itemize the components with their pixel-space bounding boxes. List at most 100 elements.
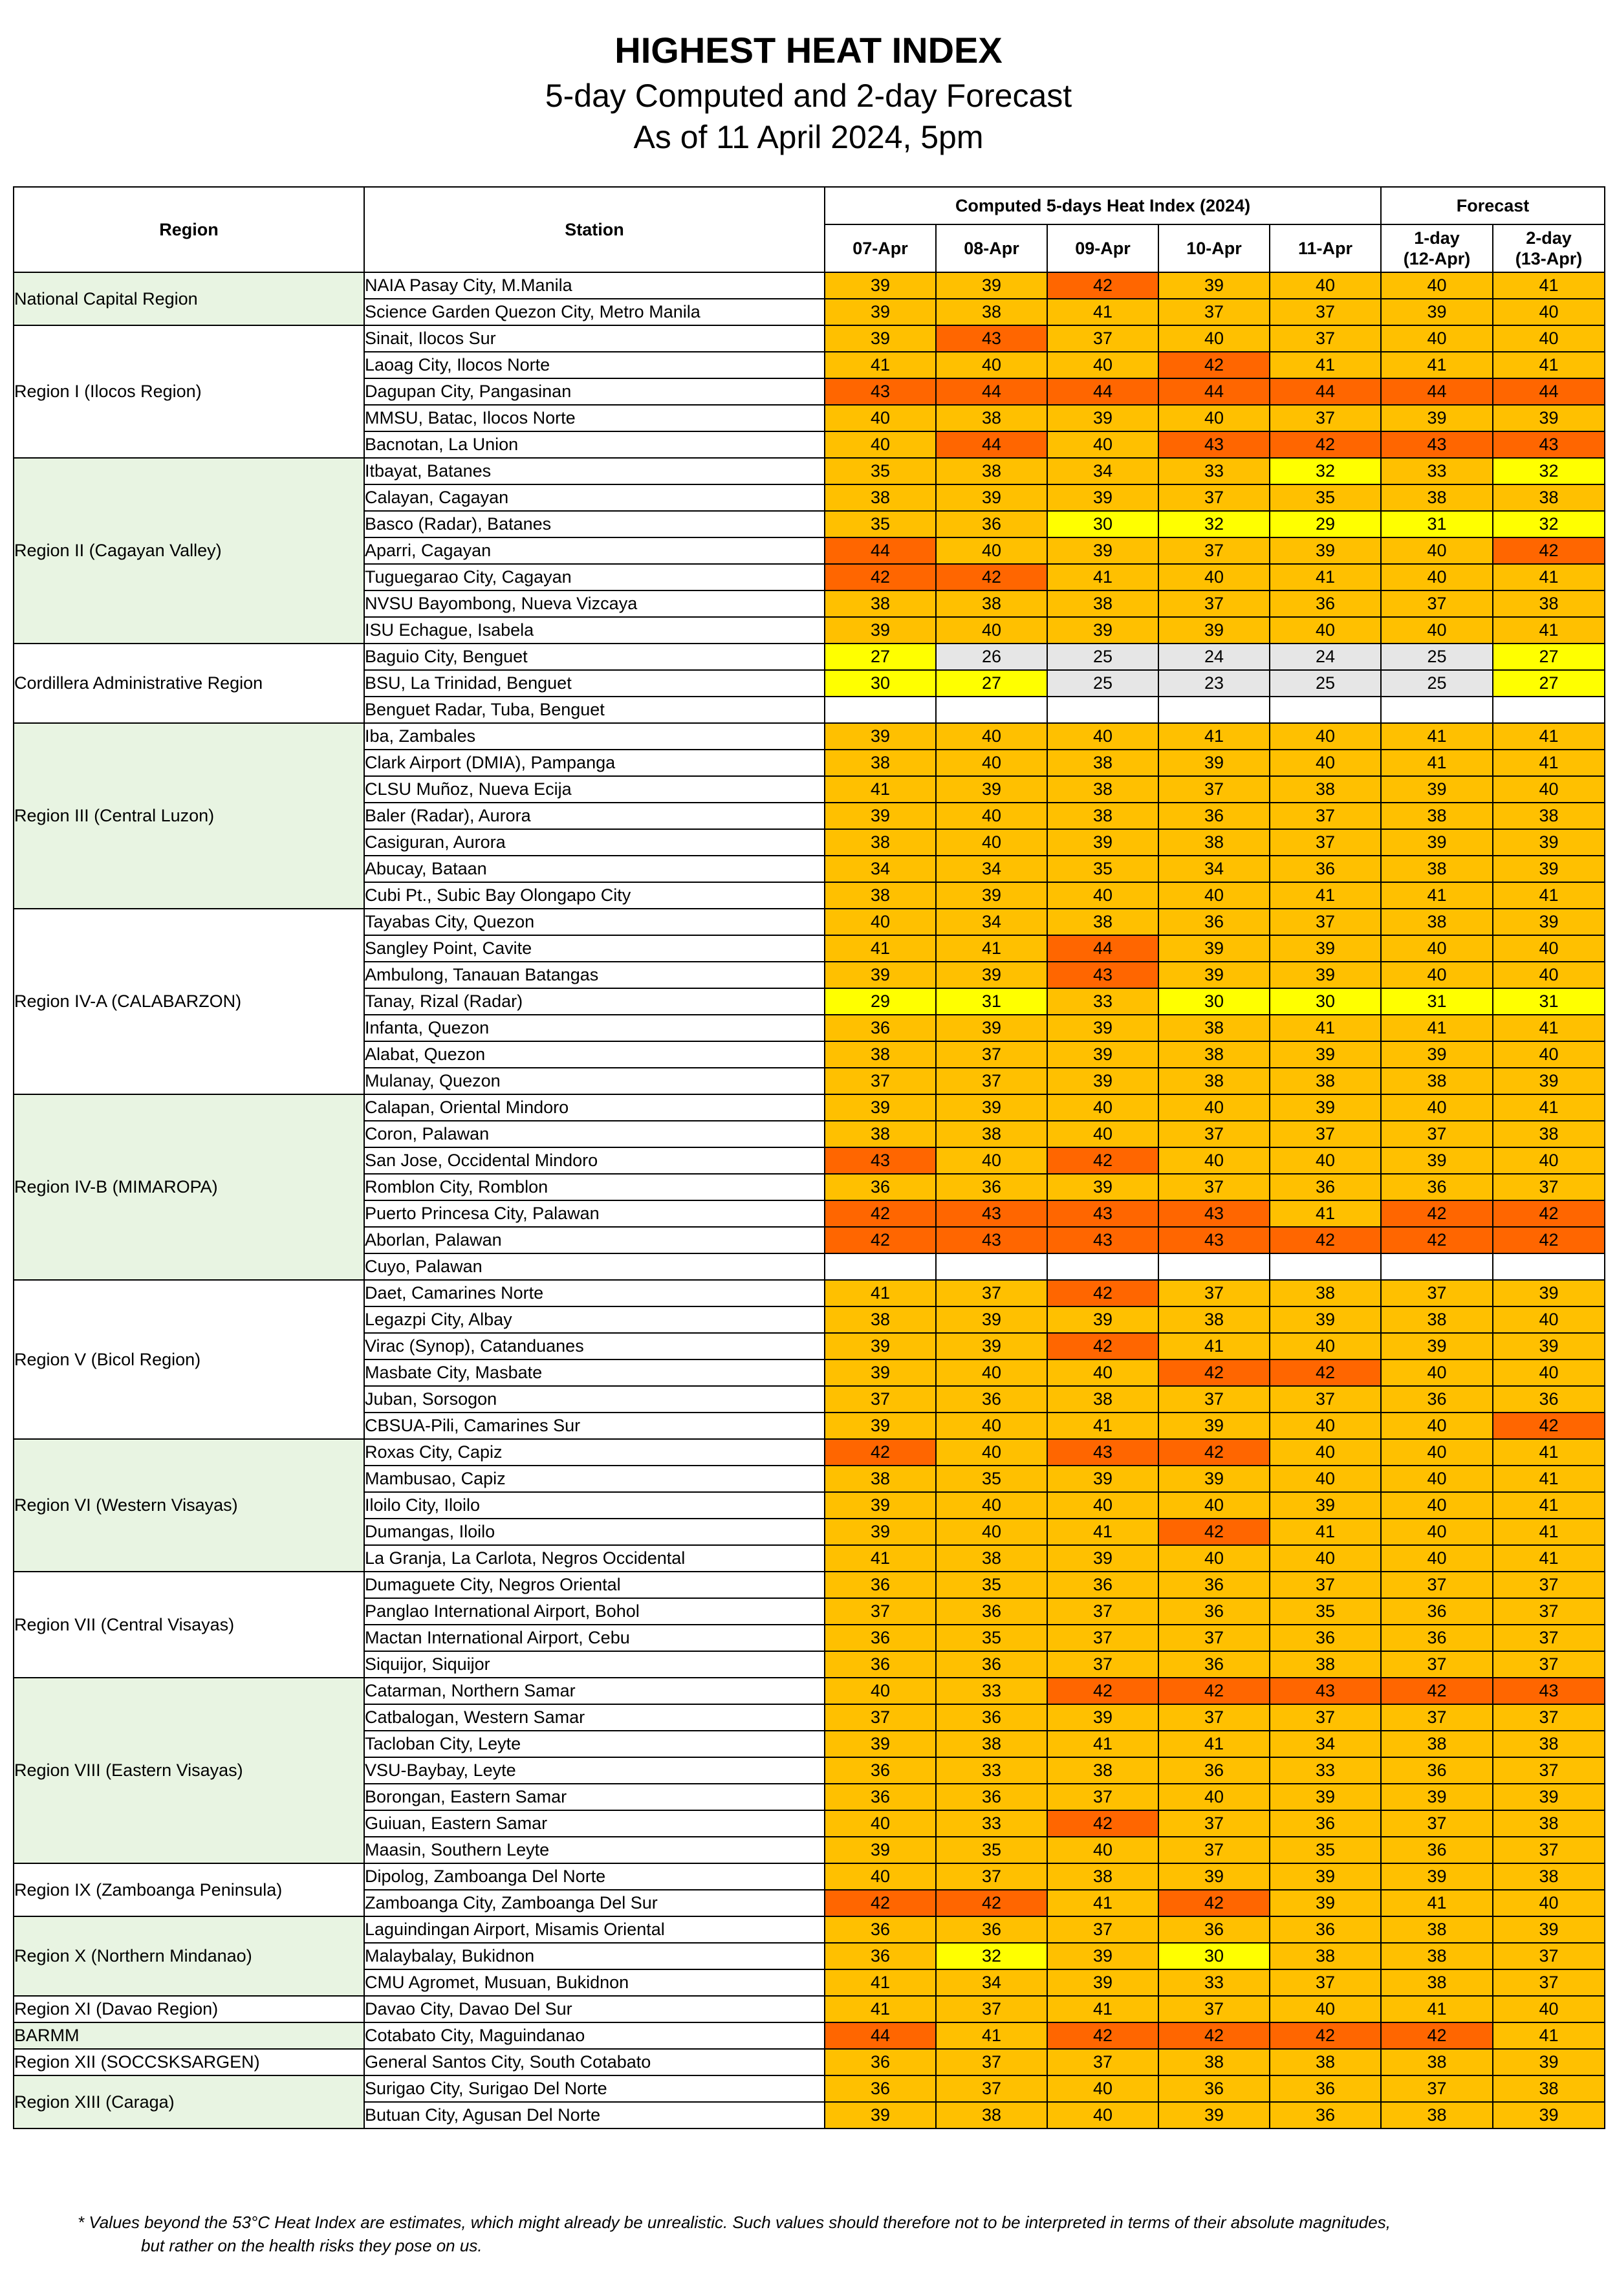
heat-index-value: 39 — [935, 484, 1048, 512]
forecast-value: 40 — [1492, 775, 1606, 803]
heat-index-value: 36 — [1268, 2075, 1382, 2103]
forecast-value: 41 — [1380, 351, 1494, 379]
heat-index-value: 41 — [1047, 298, 1159, 326]
heat-index-value: 35 — [935, 1624, 1048, 1652]
station-name: Catarman, Northern Samar — [364, 1677, 825, 1705]
region-name: Region II (Cagayan Valley) — [13, 457, 365, 644]
heat-index-value: 40 — [1047, 2101, 1159, 2129]
heat-index-value: 40 — [1047, 1094, 1159, 1121]
heat-index-value: 29 — [1268, 510, 1382, 538]
forecast-value: 39 — [1380, 829, 1494, 856]
forecast-value: 40 — [1492, 1306, 1606, 1334]
heat-index-value: 40 — [935, 616, 1048, 644]
forecast-value: 42 — [1380, 1226, 1494, 1254]
forecast-value: 40 — [1492, 1889, 1606, 1917]
heat-index-value: 40 — [1047, 1836, 1159, 1864]
heat-index-value: 40 — [1047, 882, 1159, 909]
heat-index-value: 44 — [1268, 378, 1382, 406]
heat-index-value: 32 — [1158, 510, 1270, 538]
heat-index-value: 35 — [1268, 1597, 1382, 1625]
heat-index-value: 38 — [1158, 829, 1270, 856]
heat-index-value: 36 — [1158, 1757, 1270, 1784]
station-name: Tayabas City, Quezon — [364, 908, 825, 936]
forecast-value: 40 — [1380, 935, 1494, 962]
heat-index-value: 39 — [1047, 1465, 1159, 1493]
heat-index-value: 40 — [1268, 722, 1382, 750]
heat-index-value: 40 — [1047, 1491, 1159, 1519]
forecast-value: 40 — [1492, 935, 1606, 962]
forecast-value: 41 — [1492, 1014, 1606, 1042]
forecast-value: 40 — [1492, 1359, 1606, 1387]
heat-index-value: 37 — [935, 2075, 1048, 2103]
table-row: Coron, Palawan 38 38 40 37 37 37 38 — [14, 1120, 1606, 1148]
station-name: NVSU Bayombong, Nueva Vizcaya — [364, 590, 825, 618]
day-header: 11-Apr — [1268, 224, 1382, 273]
forecast-value: 41 — [1492, 882, 1606, 909]
heat-index-value: 40 — [1158, 1094, 1270, 1121]
heat-index-value: 40 — [1158, 325, 1270, 352]
heat-index-value: 38 — [1268, 1942, 1382, 1970]
heat-index-value: 39 — [1268, 1491, 1382, 1519]
heat-index-value: 34 — [935, 855, 1048, 883]
station-name: Siquijor, Siquijor — [364, 1651, 825, 1678]
forecast-value: 36 — [1380, 1757, 1494, 1784]
forecast-value: 41 — [1492, 1518, 1606, 1546]
heat-index-value: 38 — [824, 1041, 937, 1068]
heat-index-value: 42 — [1047, 272, 1159, 299]
forecast-value: 37 — [1492, 1757, 1606, 1784]
station-name: Aparri, Cagayan — [364, 537, 825, 565]
heat-index-value: 43 — [824, 378, 937, 406]
station-name: La Granja, La Carlota, Negros Occidental — [364, 1544, 825, 1572]
table-row: Region III (Central Luzon) Iba, Zambales 3… — [13, 722, 1606, 909]
station-name: ISU Echague, Isabela — [364, 616, 825, 644]
heat-index-value: 39 — [1268, 961, 1382, 989]
heat-index-value: 39 — [1158, 2101, 1270, 2129]
forecast-value: 39 — [1380, 775, 1494, 803]
station-name: Calayan, Cagayan — [364, 484, 825, 512]
heat-index-value: 31 — [935, 988, 1048, 1015]
heat-index-value: 38 — [824, 1465, 937, 1493]
forecast-value: 41 — [1492, 1465, 1606, 1493]
forecast-value: 44 — [1380, 378, 1494, 406]
heat-index-value: 37 — [1158, 1995, 1270, 2023]
forecast-value: 40 — [1492, 1041, 1606, 1068]
table-row: Cubi Pt., Subic Bay Olongapo City 38 39 40 4… — [14, 882, 1606, 909]
heat-index-value: 36 — [824, 1651, 937, 1678]
table-row: Siquijor, Siquijor 36 36 37 36 38 37 37 — [14, 1651, 1606, 1678]
heat-index-value: 36 — [824, 1624, 937, 1652]
heat-index-value: 40 — [935, 802, 1048, 830]
heat-index-value: 38 — [935, 1544, 1048, 1572]
day-header: 07-Apr — [824, 224, 937, 273]
day-header: 08-Apr — [935, 224, 1048, 273]
heat-index-value: 39 — [1268, 1094, 1382, 1121]
forecast-value: 41 — [1492, 1491, 1606, 1519]
table-row: CLSU Muñoz, Nueva Ecija 41 39 38 37 38 39 40 — [14, 775, 1606, 803]
forecast-value: 39 — [1492, 404, 1606, 432]
heat-index-value: 36 — [824, 1173, 937, 1201]
table-row: Tuguegarao City, Cagayan 42 42 41 40 41 40 41 — [14, 563, 1606, 591]
heat-index-value: 38 — [1158, 1014, 1270, 1042]
heat-index-value: 44 — [1158, 378, 1270, 406]
heat-index-value: 38 — [824, 882, 937, 909]
forecast-value: 40 — [1380, 272, 1494, 299]
heat-index-value: 36 — [935, 1173, 1048, 1201]
heat-index-value: 36 — [824, 1757, 937, 1784]
heat-index-value: 44 — [824, 2022, 937, 2050]
heat-index-value: 33 — [935, 1810, 1048, 1837]
heat-index-value: 43 — [824, 1147, 937, 1175]
forecast-value: 39 — [1492, 855, 1606, 883]
heat-index-value: 25 — [1047, 669, 1159, 697]
region-name: Region I (Ilocos Region) — [13, 325, 365, 459]
heat-index-value: 42 — [1158, 1359, 1270, 1387]
station-name: Virac (Synop), Catanduanes — [364, 1332, 825, 1360]
heat-index-value: 43 — [935, 1226, 1048, 1254]
heat-index-value: 43 — [1047, 1438, 1159, 1466]
forecast-value — [1380, 696, 1494, 724]
heat-index-value — [1268, 696, 1382, 724]
heat-index-value: 40 — [1047, 2075, 1159, 2103]
forecast-value: 40 — [1492, 1995, 1606, 2023]
forecast-value: 37 — [1380, 2075, 1494, 2103]
heat-index-value: 37 — [1047, 1783, 1159, 1811]
forecast-value: 39 — [1380, 298, 1494, 326]
heat-index-value: 40 — [1268, 1438, 1382, 1466]
